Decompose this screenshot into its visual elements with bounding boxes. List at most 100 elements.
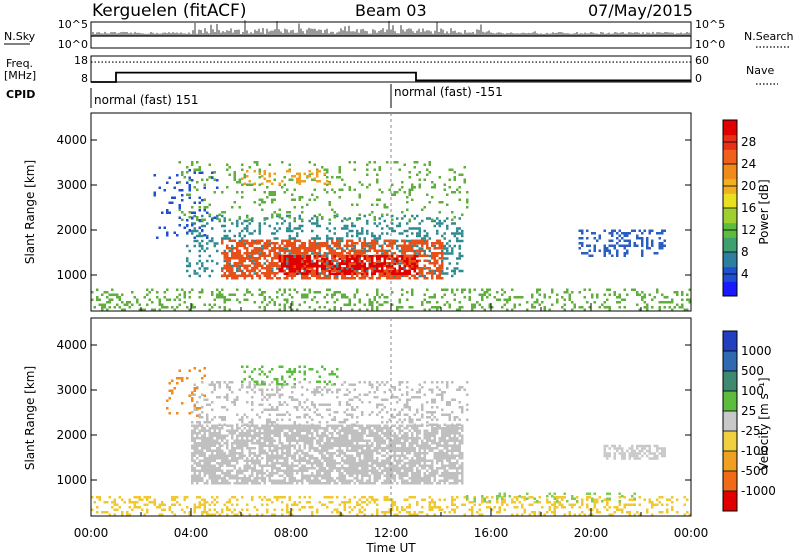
heatmap-cell bbox=[113, 498, 116, 501]
heatmap-cell bbox=[206, 437, 209, 440]
heatmap-cell bbox=[403, 214, 406, 218]
heatmap-cell bbox=[663, 296, 666, 299]
heatmap-cell bbox=[333, 467, 336, 470]
heatmap-cell bbox=[296, 267, 299, 270]
heatmap-cell bbox=[468, 288, 471, 291]
heatmap-cell bbox=[363, 513, 366, 516]
heatmap-cell bbox=[416, 260, 419, 263]
heatmap-cell bbox=[498, 508, 501, 511]
heatmap-cell bbox=[363, 272, 366, 275]
heatmap-cell bbox=[248, 222, 251, 225]
heatmap-cell bbox=[436, 267, 439, 270]
heatmap-cell bbox=[273, 447, 276, 450]
heatmap-cell bbox=[371, 498, 374, 501]
heatmap-cell bbox=[183, 498, 186, 501]
heatmap-cell bbox=[223, 462, 226, 465]
heatmap-cell bbox=[203, 508, 206, 511]
heatmap-cell bbox=[401, 255, 404, 258]
heatmap-cell bbox=[373, 234, 376, 238]
heatmap-cell bbox=[341, 477, 344, 480]
heatmap-cell bbox=[263, 477, 266, 480]
heatmap-cell bbox=[628, 511, 631, 514]
heatmap-cell bbox=[236, 472, 239, 475]
heatmap-cell bbox=[183, 293, 186, 296]
heatmap-cell bbox=[568, 296, 571, 299]
heatmap-cell bbox=[431, 242, 434, 245]
heatmap-cell bbox=[391, 272, 394, 275]
heatmap-cell bbox=[366, 232, 369, 235]
heatmap-cell bbox=[393, 259, 396, 263]
heatmap-cell bbox=[318, 482, 321, 485]
heatmap-cell bbox=[586, 244, 589, 247]
heatmap-cell bbox=[501, 306, 504, 309]
heatmap-cell bbox=[448, 186, 451, 189]
heatmap-cell bbox=[238, 444, 241, 447]
heatmap-cell bbox=[188, 511, 191, 514]
heatmap-cell bbox=[206, 501, 209, 504]
heatmap-cell bbox=[418, 249, 421, 252]
heatmap-cell bbox=[351, 437, 354, 440]
heatmap-cell bbox=[271, 269, 274, 273]
heatmap-cell bbox=[201, 199, 204, 202]
heatmap-cell bbox=[223, 437, 226, 440]
heatmap-cell bbox=[371, 306, 374, 309]
heatmap-cell bbox=[338, 265, 341, 268]
velocity-heatmap-cells bbox=[91, 365, 691, 516]
heatmap-cell bbox=[278, 264, 281, 267]
heatmap-cell bbox=[236, 462, 239, 465]
heatmap-cell bbox=[406, 254, 409, 257]
heatmap-cell bbox=[181, 199, 184, 202]
heatmap-cell bbox=[366, 259, 369, 262]
heatmap-cell bbox=[258, 452, 261, 455]
heatmap-cell bbox=[278, 288, 281, 291]
heatmap-cell bbox=[593, 237, 596, 240]
heatmap-cell bbox=[476, 301, 479, 304]
heatmap-cell bbox=[351, 508, 354, 511]
heatmap-cell bbox=[328, 203, 331, 206]
heatmap-cell bbox=[268, 172, 271, 175]
heatmap-cell bbox=[443, 511, 446, 514]
heatmap-cell bbox=[433, 262, 436, 265]
heatmap-cell bbox=[403, 254, 406, 257]
heatmap-cell bbox=[228, 308, 231, 311]
heatmap-cell bbox=[308, 437, 311, 440]
heatmap-cell bbox=[323, 272, 326, 275]
heatmap-cell bbox=[411, 254, 414, 257]
heatmap-cell bbox=[376, 249, 379, 252]
heatmap-cell bbox=[186, 166, 189, 169]
heatmap-cell bbox=[293, 262, 296, 265]
heatmap-cell bbox=[221, 274, 224, 277]
heatmap-cell bbox=[291, 270, 294, 273]
heatmap-cell bbox=[288, 513, 291, 516]
heatmap-cell bbox=[308, 454, 311, 457]
heatmap-cell bbox=[366, 242, 369, 245]
heatmap-cell bbox=[191, 434, 194, 437]
heatmap-cell bbox=[443, 219, 446, 223]
heatmap-cell bbox=[391, 270, 394, 273]
heatmap-cell bbox=[341, 239, 344, 243]
heatmap-cell bbox=[311, 193, 314, 196]
heatmap-cell bbox=[101, 306, 104, 309]
heatmap-cell bbox=[226, 447, 229, 450]
heatmap-cell bbox=[368, 496, 371, 499]
heatmap-cell bbox=[198, 496, 201, 499]
heatmap-cell bbox=[341, 501, 344, 504]
heatmap-cell bbox=[186, 193, 189, 196]
heatmap-cell bbox=[361, 242, 364, 245]
heatmap-cell bbox=[316, 168, 319, 171]
heatmap-cell bbox=[218, 477, 221, 480]
heatmap-cell bbox=[503, 501, 506, 504]
heatmap-cell bbox=[353, 267, 356, 270]
heatmap-cell bbox=[356, 232, 359, 235]
heatmap-cell bbox=[311, 252, 314, 255]
heatmap-cell bbox=[331, 208, 334, 211]
heatmap-cell bbox=[223, 479, 226, 482]
heatmap-cell bbox=[253, 429, 256, 432]
heatmap-cell bbox=[226, 269, 229, 272]
heatmap-cell bbox=[273, 479, 276, 482]
heatmap-cell bbox=[253, 249, 256, 252]
heatmap-cell bbox=[403, 244, 406, 247]
heatmap-cell bbox=[316, 474, 319, 477]
heatmap-cell bbox=[328, 288, 331, 291]
